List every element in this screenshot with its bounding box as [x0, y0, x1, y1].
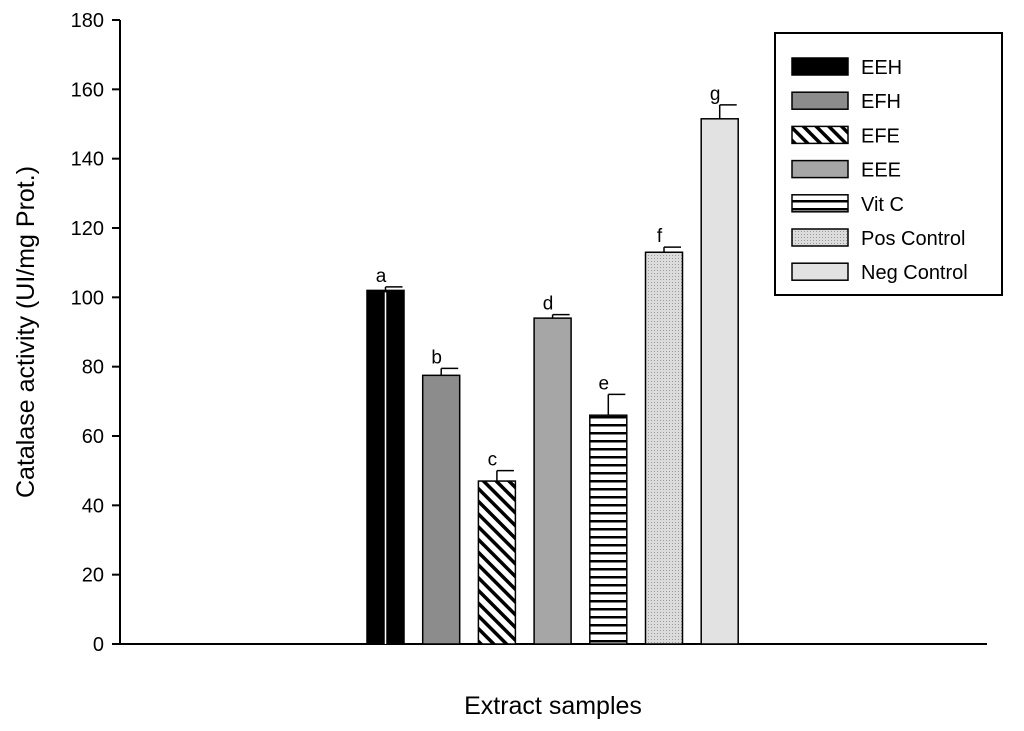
- legend-label: EEE: [861, 160, 901, 182]
- y-tick-label: 0: [93, 634, 104, 656]
- legend-swatch: [791, 228, 849, 247]
- y-tick-label: 180: [71, 10, 104, 32]
- legend-swatch: [791, 159, 849, 179]
- legend-label: Neg Control: [861, 262, 968, 284]
- legend-item: Pos Control: [791, 228, 966, 250]
- bar: [700, 118, 739, 645]
- bar: [589, 414, 628, 645]
- significance-label: b: [431, 347, 442, 368]
- legend-label: Vit C: [861, 194, 904, 216]
- y-tick-label: 20: [82, 565, 104, 587]
- y-tick-label: 80: [82, 357, 104, 379]
- legend-swatch: [791, 91, 849, 110]
- bar-group: a: [366, 266, 405, 645]
- y-axis-title: Catalase activity (UI/mg Prot.): [12, 166, 40, 498]
- legend-label: EEH: [861, 57, 902, 79]
- legend-swatch: [791, 125, 849, 145]
- y-tick-label: 160: [71, 79, 104, 101]
- legend-item: EFE: [791, 125, 900, 147]
- legend-item: Neg Control: [791, 262, 968, 284]
- legend-item: EEH: [791, 57, 902, 79]
- legend-items: EEH EFH EFE EEE Vit C Pos Control Neg Control: [791, 57, 968, 284]
- legend-label: EFH: [861, 91, 901, 113]
- significance-label: e: [599, 373, 610, 394]
- bar: [644, 251, 684, 645]
- bars: a b c d e f g: [366, 84, 739, 645]
- significance-label: c: [488, 450, 498, 471]
- bar-group: c: [477, 450, 517, 645]
- legend-swatch: [791, 57, 849, 76]
- significance-label: a: [376, 266, 387, 287]
- legend-item: Vit C: [791, 194, 904, 216]
- y-tick-label: 120: [71, 218, 104, 240]
- bar: [477, 480, 517, 645]
- x-axis-title: Extract samples: [464, 692, 642, 720]
- bar-group: b: [421, 347, 461, 645]
- bar-group: d: [533, 294, 572, 645]
- bar-group: g: [700, 84, 739, 645]
- y-tick-label: 140: [71, 149, 104, 171]
- y-tick-label: 40: [82, 495, 104, 517]
- bar-group: e: [589, 373, 628, 645]
- legend-label: Pos Control: [861, 228, 966, 250]
- legend-item: EFH: [791, 91, 901, 113]
- y-axis-ticks: 0 20 40 60 80 100 120 140 160 180: [71, 10, 120, 656]
- plot-area: 0 20 40 60 80 100 120 140 160 180 a b c d e f g: [71, 10, 987, 656]
- significance-label: f: [657, 226, 663, 247]
- bar: [533, 317, 572, 645]
- legend: EEH EFH EFE EEE Vit C Pos Control Neg Control: [774, 32, 1003, 296]
- legend-label: EFE: [861, 125, 900, 147]
- legend-item: EEE: [791, 159, 901, 182]
- y-tick-label: 100: [71, 287, 104, 309]
- legend-swatch: [791, 262, 849, 281]
- significance-label: g: [710, 84, 721, 105]
- significance-label: d: [543, 294, 554, 315]
- y-tick-label: 60: [82, 426, 104, 448]
- bar-group: f: [644, 226, 684, 645]
- legend-swatch: [791, 194, 849, 213]
- bar: [421, 374, 461, 645]
